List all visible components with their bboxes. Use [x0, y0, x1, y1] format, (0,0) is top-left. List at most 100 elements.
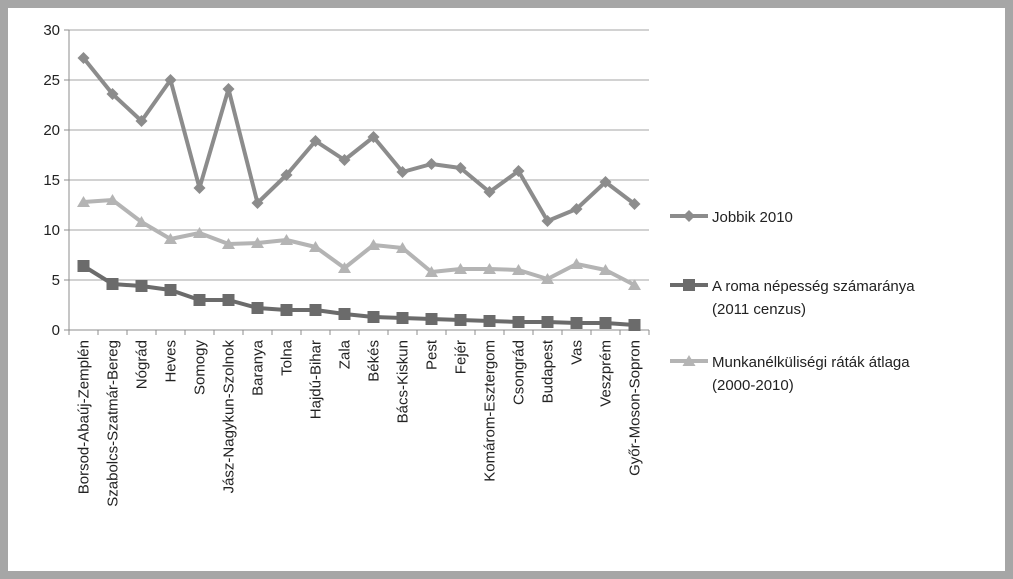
data-point	[425, 158, 438, 170]
legend: Jobbik 2010 A roma népesség számaránya (20…	[670, 209, 915, 394]
data-point	[512, 264, 525, 275]
x-tick-label: Zala	[337, 339, 354, 369]
data-point	[222, 294, 235, 306]
data-point	[106, 278, 119, 290]
x-tick-label: Vas	[569, 340, 586, 365]
data-point	[106, 194, 119, 205]
data-point	[454, 162, 467, 174]
data-point	[164, 74, 177, 86]
y-axis-tick-labels: 0 5 10 15 20 25 30	[43, 22, 60, 339]
x-tick-label: Tolna	[279, 339, 296, 376]
series-3	[77, 194, 641, 290]
data-point	[193, 182, 206, 194]
data-point	[222, 238, 235, 249]
data-point	[193, 294, 206, 306]
data-point	[396, 166, 409, 178]
data-point	[512, 165, 525, 177]
x-tick-label: Jász-Nagykun-Szolnok	[221, 340, 238, 494]
x-tick-label: Csongrád	[511, 340, 528, 405]
series-2	[77, 260, 641, 331]
data-point	[570, 203, 583, 215]
x-tick-label: Hajdú-Bihar	[308, 340, 325, 419]
line-chart: 0 5 10 15 20 25 30 Borsod-Abaúj-Zemplén Szabolc…	[43, 22, 915, 507]
x-tick-label: Budapest	[540, 339, 557, 403]
legend-entry-3: Munkanélküliségi ráták átlaga (2000-2010)	[670, 354, 910, 394]
data-point	[396, 242, 409, 253]
data-point	[77, 52, 90, 64]
data-point	[599, 317, 612, 329]
y-tick-label: 30	[43, 22, 60, 39]
data-point	[628, 198, 641, 210]
data-point	[338, 262, 351, 273]
data-point	[396, 312, 409, 324]
x-tick-label: Győr-Moson-Sopron	[627, 340, 644, 476]
data-point	[135, 115, 148, 127]
data-point	[309, 135, 322, 147]
data-point	[251, 197, 264, 209]
data-point	[599, 264, 612, 275]
data-point	[483, 315, 496, 327]
data-point	[309, 241, 322, 252]
data-point	[483, 263, 496, 274]
data-point	[570, 317, 583, 329]
data-point	[483, 186, 496, 198]
data-point	[367, 239, 380, 250]
data-point	[570, 258, 583, 269]
data-point	[541, 273, 554, 284]
series-lines	[77, 52, 641, 331]
data-point	[541, 215, 554, 227]
x-tick-label: Fejér	[453, 340, 470, 374]
x-tick-label: Békés	[366, 340, 383, 382]
x-tick-label: Heves	[163, 340, 180, 383]
legend-marker	[683, 210, 695, 222]
series-line	[81, 56, 636, 223]
x-tick-label: Bács-Kiskun	[395, 340, 412, 423]
data-point	[599, 176, 612, 188]
data-point	[367, 131, 380, 143]
legend-label: Jobbik 2010	[712, 209, 793, 226]
data-point	[280, 169, 293, 181]
data-point	[135, 280, 148, 292]
series-1	[77, 52, 641, 227]
legend-label: (2011 cenzus)	[712, 301, 806, 318]
y-tick-label: 5	[52, 272, 60, 289]
series-line	[83, 198, 636, 287]
x-tick-label: Komárom-Esztergom	[482, 340, 499, 482]
x-tick-label: Borsod-Abaúj-Zemplén	[76, 340, 93, 494]
data-point	[628, 319, 641, 331]
y-tick-label: 15	[43, 172, 60, 189]
gridlines	[69, 29, 649, 281]
data-point	[280, 234, 293, 245]
legend-entry-1: Jobbik 2010	[670, 209, 793, 226]
x-tick-label: Veszprém	[598, 340, 615, 407]
legend-label: A roma népesség számaránya	[712, 278, 915, 295]
x-tick-label: Nógrád	[134, 340, 151, 389]
data-point	[251, 237, 264, 248]
x-axis-tick-labels: Borsod-Abaúj-Zemplén Szabolcs-Szatmár-Ber…	[76, 339, 644, 507]
data-point	[309, 304, 322, 316]
data-point	[164, 233, 177, 244]
data-point	[77, 196, 90, 207]
axes	[64, 29, 650, 335]
data-point	[628, 279, 641, 290]
legend-label: (2000-2010)	[712, 377, 794, 394]
legend-entry-2: A roma népesség számaránya (2011 cenzus)	[670, 278, 915, 318]
data-point	[454, 263, 467, 274]
data-point	[135, 216, 148, 227]
data-point	[512, 316, 525, 328]
x-tick-label: Szabolcs-Szatmár-Bereg	[105, 340, 122, 507]
x-tick-label: Pest	[424, 339, 441, 370]
legend-marker	[683, 279, 695, 291]
legend-marker	[682, 355, 696, 366]
data-point	[280, 304, 293, 316]
data-point	[425, 266, 438, 277]
data-point	[425, 313, 438, 325]
data-point	[338, 154, 351, 166]
data-point	[541, 316, 554, 328]
data-point	[164, 284, 177, 296]
x-tick-label: Somogy	[192, 340, 209, 396]
data-point	[338, 308, 351, 320]
legend-label: Munkanélküliségi ráták átlaga	[712, 354, 910, 371]
y-tick-label: 0	[52, 322, 60, 339]
